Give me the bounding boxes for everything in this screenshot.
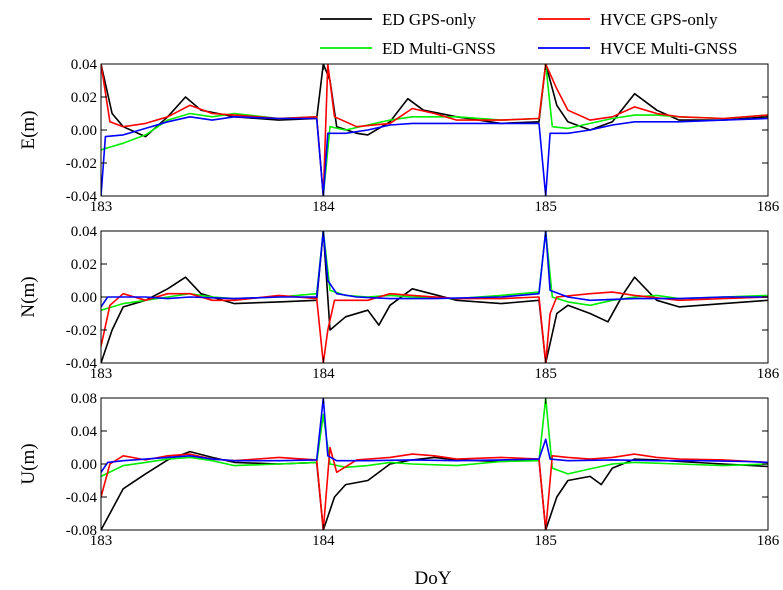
series-line-ed-multi-gnss: [101, 64, 768, 196]
series-line-hvce-multi-gnss: [101, 116, 768, 196]
y-tick-label: 0.04: [71, 57, 98, 73]
series-line-ed-multi-gnss: [101, 398, 768, 478]
series-line-ed-gps-only: [101, 64, 768, 138]
x-tick-label: 184: [312, 199, 335, 215]
x-tick-label: 185: [534, 533, 557, 549]
x-tick-label: 185: [534, 366, 557, 382]
panel-e: 183 184 185 186 0.04 0.02 0.00 -0.02 -0.04 E(m): [18, 57, 780, 215]
panel-u: 183 184 185 186 0.08 0.04 0.00 -0.04 -0.08 U(m): [18, 391, 780, 549]
legend-label: HVCE GPS-only: [600, 10, 718, 29]
y-tick-label: -0.04: [66, 356, 98, 372]
series-line-hvce-gps-only: [101, 446, 768, 530]
series-line-hvce-gps-only: [101, 291, 768, 363]
y-tick-label: -0.04: [66, 490, 98, 506]
y-tick-label: 0.00: [71, 290, 97, 306]
x-tick-label: 183: [90, 366, 113, 382]
y-tick-label: 0.02: [71, 90, 97, 106]
y-tick-label: 0.00: [71, 457, 97, 473]
x-tick-label: 186: [757, 533, 780, 549]
x-tick-label: 186: [757, 366, 780, 382]
series-group: [101, 398, 768, 530]
x-axis-title: DoY: [415, 568, 452, 589]
panels: 183 184 185 1860.040.020.00-0.02-0.04E(m)18…: [18, 57, 780, 549]
x-tick-label: 183: [90, 199, 113, 215]
panel-n: 183 184 185 186 0.04 0.02 0.00 -0.02 -0.04 N(m): [18, 224, 780, 382]
y-tick-label: 0.04: [71, 224, 98, 240]
x-tick-label: 184: [312, 533, 335, 549]
legend-label: ED GPS-only: [382, 10, 476, 29]
x-tick-label: 185: [534, 199, 557, 215]
legend: ED GPS-only HVCE GPS-only ED Multi-GNSS HVC…: [320, 10, 737, 58]
y-tick-label: -0.02: [66, 156, 97, 172]
y-tick-label: 0.00: [71, 123, 97, 139]
x-tick-label: 183: [90, 533, 113, 549]
y-tick-label: -0.04: [66, 189, 98, 205]
y-tick-label: 0.08: [71, 391, 97, 407]
plot-frame: [100, 63, 769, 197]
y-tick-label: 0.02: [71, 257, 97, 273]
y-axis-title: N(m): [18, 276, 39, 317]
legend-label: HVCE Multi-GNSS: [600, 39, 737, 58]
series-line-hvce-multi-gnss: [101, 231, 768, 308]
y-tick-label: 0.04: [71, 424, 98, 440]
series-line-hvce-gps-only: [101, 64, 768, 196]
series-line-hvce-multi-gnss: [101, 398, 768, 473]
legend-label: ED Multi-GNSS: [382, 39, 496, 58]
y-tick-label: -0.08: [66, 523, 97, 539]
x-tick-label: 186: [757, 199, 780, 215]
series-group: [101, 231, 768, 363]
x-tick-label: 184: [312, 366, 335, 382]
series-group: [101, 64, 768, 196]
y-axis-title: U(m): [18, 443, 39, 484]
y-axis-title: E(m): [18, 110, 39, 149]
y-tick-label: -0.02: [66, 323, 97, 339]
